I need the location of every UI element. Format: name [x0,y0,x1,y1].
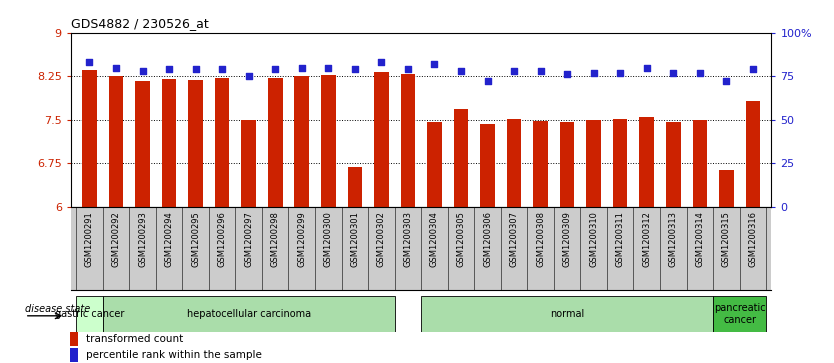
Bar [692,120,707,207]
Bar [294,76,309,207]
Bar [746,101,760,207]
Text: GSM1200305: GSM1200305 [456,211,465,267]
Bar [76,296,103,332]
Text: gastric cancer: gastric cancer [55,309,124,319]
Bar [321,75,335,207]
Text: GSM1200315: GSM1200315 [722,211,731,267]
Text: GSM1200304: GSM1200304 [430,211,439,267]
Text: GSM1200307: GSM1200307 [510,211,519,267]
Point [428,61,441,67]
Point [215,66,229,72]
Bar [241,120,256,207]
Bar [533,121,548,207]
Bar [427,122,442,207]
Point [269,66,282,72]
Point [83,60,96,65]
Point [534,68,547,74]
Point [693,70,706,76]
Point [348,66,361,72]
Point [163,66,176,72]
Bar [666,122,681,207]
Text: GSM1200292: GSM1200292 [112,211,120,267]
Bar [69,332,78,346]
Point [614,70,627,76]
Point [587,70,600,76]
Bar [507,119,521,207]
Point [720,78,733,84]
Bar [613,119,627,207]
Text: GSM1200294: GSM1200294 [164,211,173,267]
Text: GSM1200306: GSM1200306 [483,211,492,267]
Text: GSM1200297: GSM1200297 [244,211,254,267]
Text: GSM1200314: GSM1200314 [696,211,704,267]
Bar [188,80,203,207]
Text: GSM1200300: GSM1200300 [324,211,333,267]
Text: GSM1200295: GSM1200295 [191,211,200,267]
Bar [348,167,362,207]
Bar [454,109,468,207]
Bar [135,81,150,207]
Point [295,65,309,70]
Point [136,68,149,74]
Text: disease state: disease state [25,303,90,314]
Text: GSM1200291: GSM1200291 [85,211,94,267]
Point [666,70,680,76]
Bar [560,122,575,207]
Text: pancreatic
cancer: pancreatic cancer [714,303,766,325]
Point [640,65,653,70]
Bar [640,117,654,207]
Text: GSM1200293: GSM1200293 [138,211,147,267]
Text: GSM1200313: GSM1200313 [669,211,678,267]
Bar [719,170,734,207]
Point [455,68,468,74]
Text: GSM1200308: GSM1200308 [536,211,545,267]
Text: GSM1200298: GSM1200298 [271,211,279,267]
Point [189,66,203,72]
Point [507,68,520,74]
Text: percentile rank within the sample: percentile rank within the sample [87,350,262,360]
Bar [162,78,176,207]
Text: GSM1200309: GSM1200309 [563,211,571,267]
Bar [83,70,97,207]
Bar [421,296,713,332]
Point [374,60,388,65]
Bar [374,72,389,207]
Text: GSM1200296: GSM1200296 [218,211,227,267]
Text: GDS4882 / 230526_at: GDS4882 / 230526_at [71,17,208,30]
Point [109,65,123,70]
Bar [480,125,495,207]
Text: GSM1200302: GSM1200302 [377,211,386,267]
Point [481,78,495,84]
Text: GSM1200312: GSM1200312 [642,211,651,267]
Point [560,72,574,77]
Bar [103,296,394,332]
Text: transformed count: transformed count [87,334,183,344]
Bar [268,78,283,207]
Bar [586,120,601,207]
Bar [400,74,415,207]
Bar [713,296,766,332]
Text: hepatocellular carcinoma: hepatocellular carcinoma [187,309,311,319]
Point [746,66,760,72]
Text: GSM1200316: GSM1200316 [748,211,757,267]
Text: normal: normal [550,309,585,319]
Text: GSM1200299: GSM1200299 [297,211,306,267]
Bar [69,348,78,362]
Point [322,65,335,70]
Text: GSM1200310: GSM1200310 [589,211,598,267]
Point [401,66,414,72]
Point [242,73,255,79]
Text: GSM1200303: GSM1200303 [404,211,412,267]
Bar [108,76,123,207]
Text: GSM1200301: GSM1200301 [350,211,359,267]
Bar [215,78,229,207]
Text: GSM1200311: GSM1200311 [615,211,625,267]
